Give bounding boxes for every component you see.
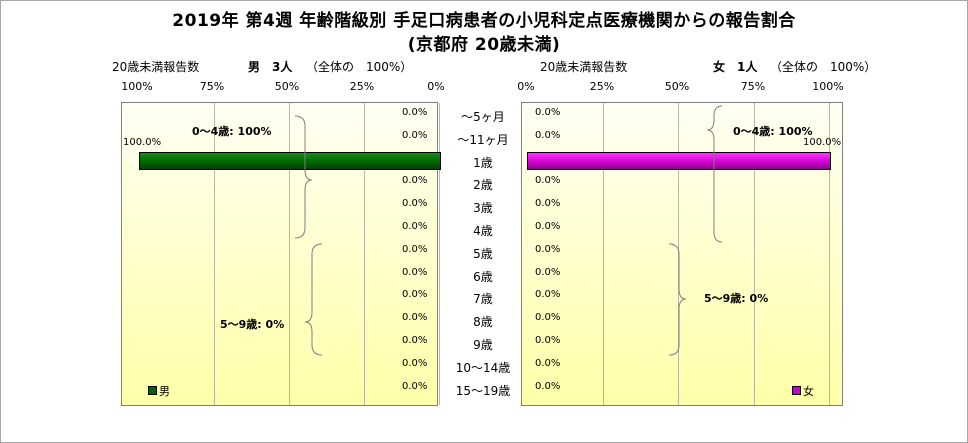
age-label: 5歳 xyxy=(473,246,493,261)
age-label: 10～14歳 xyxy=(455,360,511,375)
female-tick-25: 25% xyxy=(589,80,615,93)
female-count: 女 1人 xyxy=(713,60,758,74)
male-value-label: 0.0% xyxy=(402,266,428,278)
male-tick-50: 50% xyxy=(274,80,300,93)
female-tick-100: 100% xyxy=(812,80,844,93)
female-share: （全体の 100%） xyxy=(770,60,877,74)
male-value-label: 0.0% xyxy=(402,175,428,187)
age-label: 1歳 xyxy=(473,155,493,170)
male-value-label: 0.0% xyxy=(402,129,428,141)
male-value-label: 0.0% xyxy=(402,243,428,255)
male-value-label: 0.0% xyxy=(402,380,428,392)
male-group-5-9-label: 5～9歳: 0% xyxy=(220,318,285,331)
female-gridline xyxy=(602,103,604,405)
male-plot-area: 男 0.0% 0.0% 100.0% 0.0% 0.0% 0.0% 0.0% 0.0% 0.0%… xyxy=(121,102,441,406)
male-gridline xyxy=(289,103,290,405)
male-value-label: 0.0% xyxy=(402,198,428,210)
female-value-label: 0.0% xyxy=(535,357,561,369)
female-brace-5-9 xyxy=(668,243,687,356)
male-brace-0-4 xyxy=(294,115,313,239)
male-value-label: 0.0% xyxy=(402,107,428,118)
male-value-label: 0.0% xyxy=(402,221,428,232)
female-value-label: 0.0% xyxy=(535,312,561,324)
female-value-label: 0.0% xyxy=(535,266,561,278)
male-share: （全体の 100%） xyxy=(306,60,413,74)
male-tick-25: 25% xyxy=(349,80,375,93)
female-value-label: 0.0% xyxy=(535,289,561,301)
male-count-label: 20歳未満報告数 xyxy=(112,60,200,74)
female-value-label: 0.0% xyxy=(535,380,561,392)
female-legend: 女 xyxy=(792,383,814,399)
female-value-label: 0.0% xyxy=(535,335,561,346)
male-legend-label: 男 xyxy=(159,385,170,398)
female-value-label: 0.0% xyxy=(535,129,561,141)
age-label: 9歳 xyxy=(473,338,493,352)
male-brace-5-9 xyxy=(304,243,323,356)
female-legend-label: 女 xyxy=(803,385,814,398)
male-tick-100: 100% xyxy=(121,80,153,93)
male-tick-75: 75% xyxy=(199,80,225,93)
age-label: 8歳 xyxy=(473,315,493,330)
male-group-0-4-label: 0～4歳: 100% xyxy=(192,125,272,138)
age-label: 7歳 xyxy=(473,292,493,307)
female-group-0-4-label: 0～4歳: 100% xyxy=(733,125,813,138)
female-brace-0-4 xyxy=(706,105,723,243)
age-label: 6歳 xyxy=(473,269,493,284)
female-bar xyxy=(527,151,831,171)
age-label: 4歳 xyxy=(473,224,493,238)
chart-subtitle: (京都府 20歳未満) xyxy=(407,35,561,55)
age-label: ～5ヶ月 xyxy=(461,110,505,124)
female-value-label: 0.0% xyxy=(535,243,561,255)
male-bar xyxy=(139,151,441,171)
female-value-label: 100.0% xyxy=(803,136,842,148)
male-value-label: 0.0% xyxy=(402,357,428,369)
male-value-label: 0.0% xyxy=(402,312,428,324)
female-plot-area: 女 0.0% 0.0% 100.0% 0.0% 0.0% 0.0% 0.0% 0.0% 0.0%… xyxy=(521,102,843,406)
female-value-label: 0.0% xyxy=(535,175,561,187)
female-legend-swatch xyxy=(792,386,801,395)
female-tick-75: 75% xyxy=(740,80,766,93)
female-count-label: 20歳未満報告数 xyxy=(540,60,628,74)
female-value-label: 0.0% xyxy=(535,198,561,210)
male-legend-swatch xyxy=(148,386,157,395)
female-tick-0: 0% xyxy=(517,80,535,93)
female-group-5-9-label: 5～9歳: 0% xyxy=(704,292,769,305)
male-legend: 男 xyxy=(148,383,170,399)
female-tick-50: 50% xyxy=(664,80,690,93)
male-count: 男 3人 xyxy=(248,60,293,74)
male-value-label: 100.0% xyxy=(123,136,162,148)
male-gridline xyxy=(214,103,215,405)
male-gridline xyxy=(364,103,365,405)
age-label: ～11ヶ月 xyxy=(457,132,509,147)
male-gridline xyxy=(439,103,440,405)
female-gridline xyxy=(753,103,755,405)
male-value-label: 0.0% xyxy=(402,289,428,301)
male-tick-0: 0% xyxy=(427,80,445,93)
chart-title: 2019年 第4週 年齢階級別 手足口病患者の小児科定点医療機関からの報告割合 xyxy=(172,11,796,31)
age-label: 15～19歳 xyxy=(455,383,511,398)
age-label: 3歳 xyxy=(473,201,493,216)
age-label: 2歳 xyxy=(473,178,493,193)
male-value-label: 0.0% xyxy=(402,335,428,346)
female-value-label: 0.0% xyxy=(535,221,561,232)
female-value-label: 0.0% xyxy=(535,107,561,118)
female-gridline xyxy=(829,103,830,405)
